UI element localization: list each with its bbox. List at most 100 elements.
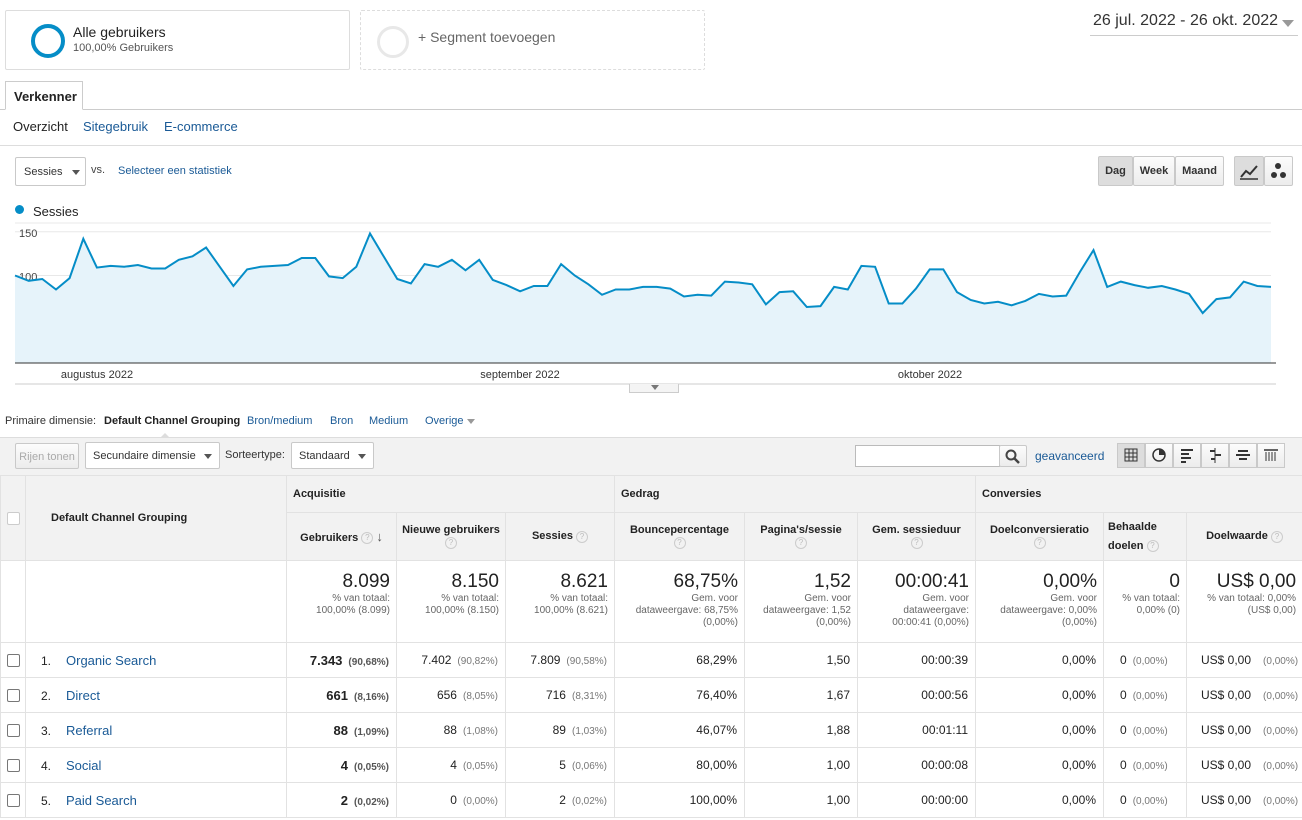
col-sessies[interactable]: Sessies ? (505, 512, 615, 561)
dimension-bron[interactable]: Bron (330, 415, 354, 427)
col-nieuwe-gebruikers[interactable]: Nieuwe gebruikers? (396, 512, 506, 561)
row-checkbox[interactable] (6, 794, 20, 808)
motion-chart-toggle[interactable] (1264, 156, 1293, 186)
tab-verkenner[interactable]: Verkenner (5, 81, 83, 110)
period-week-button[interactable]: Week (1133, 156, 1175, 186)
view-table-button[interactable] (1117, 443, 1145, 468)
col-doelwaarde-label: Doelwaarde (1206, 530, 1268, 543)
select-all-checkbox[interactable] (6, 511, 20, 525)
view-term-cloud-button[interactable] (1229, 443, 1257, 468)
col-doelwaarde[interactable]: Doelwaarde ? (1185, 512, 1302, 561)
row-channel-link[interactable]: Referral (66, 722, 113, 738)
col-paginas-sessie[interactable]: Pagina's/sessie? (744, 512, 858, 561)
row-conversion: 0,00% (975, 677, 1104, 713)
row-sessions-pct: (0,06%) (571, 761, 607, 772)
table-search-input[interactable] (855, 445, 1000, 467)
search-button[interactable] (999, 445, 1027, 467)
col-sessieduur[interactable]: Gem. sessieduur? (857, 512, 976, 561)
dimension-pointer (160, 433, 170, 438)
row-channel-link[interactable]: Social (66, 757, 102, 773)
row-users-pct: (0,05%) (353, 761, 389, 773)
row-checkbox[interactable] (6, 759, 20, 773)
row-checkbox-cell[interactable] (0, 642, 26, 678)
secondary-dimension-label: Secundaire dimensie (93, 450, 196, 462)
view-performance-button[interactable] (1173, 443, 1201, 468)
col-doelconversieratio[interactable]: Doelconversieratio? (975, 512, 1104, 561)
row-checkbox[interactable] (6, 654, 20, 668)
table-row: 4. Social 4 (0,05%) 4 (0,05%) 5 (0,06%) 80,00% 1,… (0, 747, 1302, 783)
row-pages-session: 1,00 (744, 782, 858, 818)
chart-collapse-handle[interactable] (629, 384, 679, 393)
row-new-users-pct: (0,00%) (462, 796, 498, 807)
help-icon[interactable]: ? (1270, 530, 1283, 543)
date-range-picker[interactable]: 26 jul. 2022 - 26 okt. 2022 (1090, 10, 1298, 36)
row-sessions-pct: (0,02%) (571, 796, 607, 807)
row-pages-session: 1,88 (744, 712, 858, 748)
row-goals: 0 (0,00%) (1103, 782, 1187, 818)
line-chart-toggle[interactable] (1234, 156, 1264, 186)
help-icon[interactable]: ? (910, 536, 923, 549)
row-checkbox[interactable] (6, 689, 20, 703)
col-gebruikers[interactable]: Gebruikers ? ↓ (286, 512, 397, 561)
row-checkbox[interactable] (6, 724, 20, 738)
row-duration: 00:01:11 (857, 712, 976, 748)
total-note: % van totaal: (550, 593, 608, 604)
row-channel-link[interactable]: Direct (66, 687, 100, 703)
row-bounce: 76,40% (614, 677, 745, 713)
col-behaalde-doelen[interactable]: Behaalde doelen ? (1103, 512, 1187, 561)
view-pie-button[interactable] (1145, 443, 1173, 468)
row-sessions: 2 (0,02%) (505, 782, 615, 818)
dimension-overige[interactable]: Overige (425, 415, 475, 427)
add-segment-button[interactable]: + Segment toevoegen (360, 10, 705, 70)
row-goals-pct: (0,00%) (1132, 656, 1168, 667)
select-all-cell[interactable] (0, 475, 26, 561)
term-cloud-icon (1236, 450, 1250, 460)
row-new-users: 0 (0,00%) (396, 782, 506, 818)
segment-all-users[interactable]: Alle gebruikers 100,00% Gebruikers (5, 10, 350, 70)
metric-select[interactable]: Sessies (15, 157, 86, 186)
secondary-dimension-select[interactable]: Secundaire dimensie (85, 442, 220, 469)
row-new-users: 4 (0,05%) (396, 747, 506, 783)
row-checkbox-cell[interactable] (0, 712, 26, 748)
row-checkbox-cell[interactable] (0, 677, 26, 713)
help-icon[interactable]: ? (673, 536, 686, 549)
total-note: % van totaal: 0,00% (1207, 593, 1297, 604)
row-checkbox-cell[interactable] (0, 782, 26, 818)
col-paginas-sessie-label: Pagina's/sessie (760, 524, 842, 537)
period-day-button[interactable]: Dag (1098, 156, 1133, 186)
show-rows-button[interactable]: Rijen tonen (15, 443, 79, 469)
row-channel-link[interactable]: Paid Search (66, 792, 137, 808)
help-icon[interactable]: ? (1033, 536, 1046, 549)
row-new-users: 88 (1,08%) (396, 712, 506, 748)
row-index: 1. (41, 653, 52, 668)
subtab-divider (0, 145, 1302, 146)
dimension-medium[interactable]: Medium (369, 415, 409, 427)
select-metric-link[interactable]: Selecteer een statistiek (118, 165, 232, 177)
row-value-pct: (0,00%) (1263, 761, 1299, 772)
row-value: US$ 0,00 (0,00%) (1185, 747, 1302, 783)
row-users-value: 7.343 (309, 652, 343, 668)
help-icon[interactable]: ? (361, 532, 374, 545)
total-note: (0,00%) (1061, 617, 1097, 628)
total-value: 68,75% (673, 571, 738, 592)
subtab-overzicht[interactable]: Overzicht (13, 119, 68, 134)
dimension-bron-medium[interactable]: Bron/medium (247, 415, 313, 427)
advanced-filter-link[interactable]: geavanceerd (1035, 449, 1105, 463)
subtab-sitegebruik[interactable]: Sitegebruik (83, 119, 149, 134)
col-bouncepercentage[interactable]: Bouncepercentage? (614, 512, 745, 561)
row-value-pct: (0,00%) (1263, 726, 1299, 737)
help-icon[interactable]: ? (795, 536, 807, 549)
help-icon[interactable]: ? (576, 530, 589, 543)
row-value-amount: US$ 0,00 (1201, 758, 1252, 772)
view-pivot-button[interactable] (1257, 443, 1285, 468)
view-comparison-button[interactable] (1201, 443, 1229, 468)
subtab-ecommerce[interactable]: E-commerce (164, 119, 238, 134)
sort-type-select[interactable]: Standaard (291, 442, 374, 469)
total-value: 8.150 (451, 571, 499, 592)
row-checkbox-cell[interactable] (0, 747, 26, 783)
dimension-column-header[interactable]: Default Channel Grouping (25, 475, 287, 561)
help-icon[interactable]: ? (1146, 539, 1159, 552)
period-month-button[interactable]: Maand (1175, 156, 1224, 186)
row-channel-link[interactable]: Organic Search (66, 652, 157, 668)
help-icon[interactable]: ? (445, 536, 457, 549)
